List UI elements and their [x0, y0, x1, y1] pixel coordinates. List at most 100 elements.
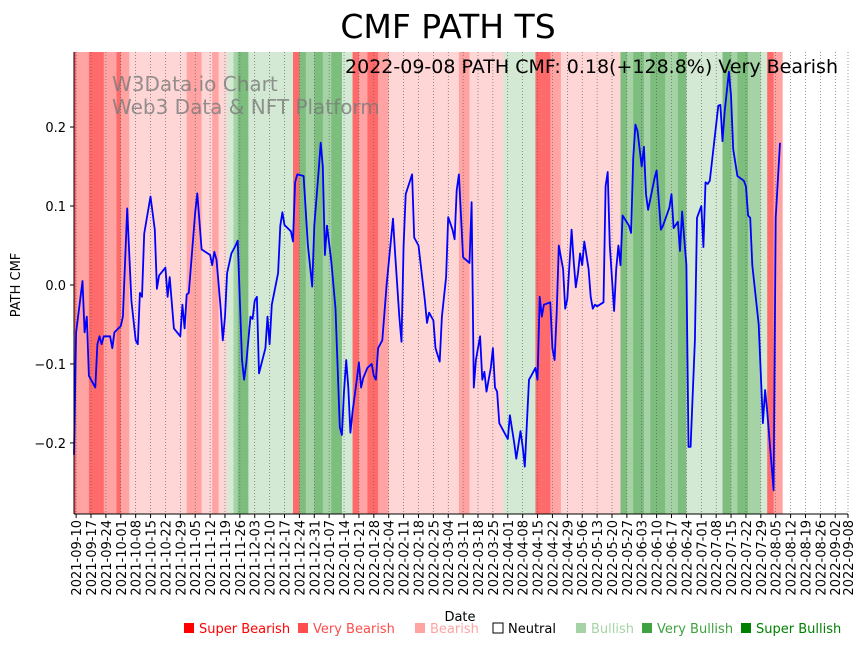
legend-label: Very Bearish	[313, 622, 395, 637]
x-tick-label: 2021-10-29	[174, 520, 189, 596]
regime-band	[227, 52, 235, 514]
regime-band	[103, 52, 118, 514]
watermark-line-1: W3Data.io Chart	[112, 72, 278, 96]
x-tick-label: 2022-01-07	[323, 520, 338, 596]
x-tick-label: 2022-06-10	[651, 520, 666, 596]
x-tick-labels: 2021-09-10 2021-09-17 2021-09-24 2021-10-01…	[70, 514, 857, 596]
regime-band	[550, 52, 562, 514]
y-tick-label: 0.2	[45, 121, 66, 136]
series-line	[73, 70, 781, 492]
x-tick-label: 2021-12-10	[264, 520, 279, 596]
regime-band	[773, 52, 783, 514]
x-tick-label: 2021-10-01	[115, 520, 130, 596]
legend-item: Super Bearish	[184, 622, 290, 637]
cmf-series	[73, 70, 781, 492]
x-tick-label: 2021-11-12	[204, 520, 219, 596]
x-tick-label: 2022-03-18	[472, 520, 487, 596]
x-tick-label: 2021-10-15	[145, 520, 160, 596]
status-annotation: 2022-09-08 PATH CMF: 0.18(+128.8%) Very …	[345, 56, 838, 78]
regime-band	[237, 52, 249, 514]
regime-band	[560, 52, 622, 514]
regime-band	[314, 52, 324, 514]
regime-band	[212, 52, 220, 514]
regime-band	[677, 52, 687, 514]
legend-label: Neutral	[508, 622, 556, 637]
x-tick-label: 2022-03-04	[442, 520, 457, 596]
legend-swatch	[184, 623, 194, 633]
regime-band	[760, 52, 768, 514]
x-tick-label: 2022-08-05	[770, 520, 785, 596]
regime-band	[643, 52, 651, 514]
regime-band	[650, 52, 666, 514]
legend-item: Neutral	[492, 622, 556, 637]
legend-item: Very Bearish	[298, 622, 395, 637]
legend: Super Bearish Very Bearish Bearish Neutral B…	[184, 622, 841, 637]
x-tick-label: 2022-05-20	[606, 520, 621, 596]
y-tick-label: 0.1	[45, 200, 66, 215]
y-tick-label: −0.2	[34, 437, 66, 452]
x-tick-label: 2022-09-02	[829, 520, 844, 596]
x-tick-label: 2022-08-26	[814, 520, 829, 596]
legend-label: Super Bearish	[199, 622, 290, 637]
regime-band	[686, 52, 724, 514]
legend-swatch	[415, 623, 425, 633]
regime-band	[305, 52, 315, 514]
regime-band	[633, 52, 645, 514]
x-tick-label: 2022-07-15	[725, 520, 740, 596]
x-tick-label: 2022-02-04	[383, 520, 398, 596]
regime-band	[88, 52, 105, 514]
x-tick-label: 2022-04-29	[561, 520, 576, 596]
regime-band	[458, 52, 471, 514]
legend-label: Bearish	[430, 622, 479, 637]
regime-band	[358, 52, 369, 514]
x-tick-label: 2022-01-21	[353, 520, 368, 596]
y-tick-labels: −0.2 −0.1 0.0 0.1 0.2	[34, 121, 74, 452]
legend-item: Bullish	[576, 622, 634, 637]
legend-swatch	[492, 622, 504, 634]
x-tick-label: 2021-11-05	[189, 520, 204, 596]
y-axis-label: PATH CMF	[9, 253, 24, 318]
regime-band	[367, 52, 379, 514]
legend-item: Very Bullish	[642, 622, 733, 637]
x-tick-label: 2022-07-01	[695, 520, 710, 596]
watermark-line-2: Web3 Data & NFT Platform	[112, 95, 380, 119]
regime-band	[233, 52, 239, 514]
y-tick-label: 0.0	[45, 279, 66, 294]
regime-band	[731, 52, 739, 514]
regime-band	[341, 52, 354, 514]
regime-band	[248, 52, 294, 514]
x-tick-label: 2021-12-03	[249, 520, 264, 596]
x-tick-label: 2022-09-08	[842, 520, 857, 596]
regime-band	[201, 52, 213, 514]
x-tick-label: 2022-08-19	[799, 520, 814, 596]
x-tick-label: 2022-07-22	[740, 520, 755, 596]
regime-band	[352, 52, 360, 514]
regime-band	[722, 52, 732, 514]
regime-band	[665, 52, 679, 514]
regime-band	[388, 52, 460, 514]
regime-band	[116, 52, 122, 514]
x-tick-label: 2022-03-11	[457, 520, 472, 596]
x-tick-label: 2022-03-25	[487, 520, 502, 596]
x-tick-label: 2021-12-31	[308, 520, 323, 596]
legend-item: Bearish	[415, 622, 479, 637]
x-tick-label: 2021-10-22	[159, 520, 174, 596]
regime-band	[322, 52, 332, 514]
x-tick-label: 2022-01-28	[368, 520, 383, 596]
legend-label: Bullish	[591, 622, 634, 637]
y-tick-label: −0.1	[34, 358, 66, 373]
regime-background	[74, 52, 783, 514]
x-tick-label: 2022-07-29	[755, 520, 770, 596]
regime-band	[620, 52, 628, 514]
x-tick-label: 2022-01-14	[338, 520, 353, 596]
x-tick-label: 2022-02-25	[427, 520, 442, 596]
regime-band	[626, 52, 634, 514]
regime-band	[469, 52, 505, 514]
legend-label: Very Bullish	[657, 622, 733, 637]
x-tick-label: 2022-05-27	[621, 520, 636, 596]
regime-band	[535, 52, 551, 514]
regime-band	[767, 52, 775, 514]
chart-title: CMF PATH TS	[340, 7, 555, 46]
x-tick-label: 2021-09-10	[70, 520, 85, 596]
